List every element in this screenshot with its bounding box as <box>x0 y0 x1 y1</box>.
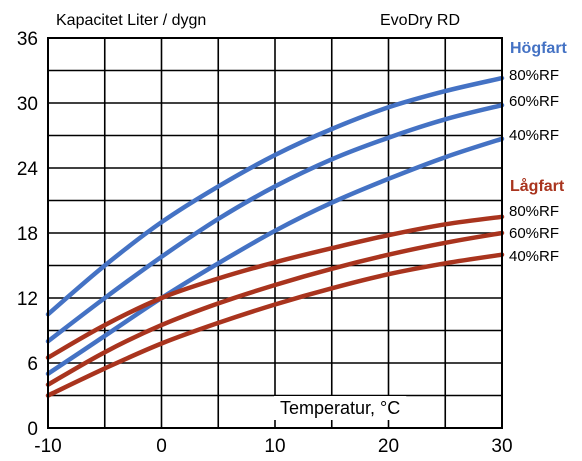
chart-subtitle: EvoDry RD <box>380 12 460 29</box>
series-line-lagfart-80pctrf <box>45 214 505 360</box>
series-line-lagfart-60pctrf <box>45 230 505 387</box>
series-lines <box>45 75 505 398</box>
legend-group-lagfart: Lågfart <box>510 177 565 195</box>
y-tick-label: 36 <box>17 29 38 50</box>
x-tick-label: -10 <box>34 436 61 457</box>
x-tick-label: 20 <box>378 436 399 457</box>
series-line-hogfart-80pctrf <box>45 75 505 317</box>
legend-entry: 40%RF <box>509 248 559 265</box>
plot-frame <box>47 37 503 429</box>
y-tick-label: 0 <box>27 419 38 440</box>
legend-entry: 80%RF <box>509 67 559 84</box>
chart-title: Kapacitet Liter / dygn <box>56 12 206 29</box>
series-line-hogfart-60pctrf <box>45 102 505 344</box>
x-tick-label: 0 <box>156 436 167 457</box>
legend: Högfart 80%RF 60%RF 40%RF Lågfart 80%RF 60%RF 4… <box>509 40 568 265</box>
legend-group-hogfart: Högfart <box>510 40 568 57</box>
y-tick-label: 24 <box>17 159 39 180</box>
legend-entry: 80%RF <box>509 203 559 220</box>
legend-entry: 60%RF <box>509 93 559 110</box>
y-tick-label: 12 <box>17 289 38 310</box>
x-axis-label: Temperatur, °C <box>280 398 400 418</box>
y-tick-label: 30 <box>17 94 38 115</box>
x-tick-label: 10 <box>264 436 285 457</box>
y-tick-label: 6 <box>27 354 38 375</box>
x-tick-label: 30 <box>491 436 512 457</box>
series-line-hogfart-40pctrf <box>45 136 505 377</box>
series-line-lagfart-40pctrf <box>45 252 505 398</box>
x-axis-label-background <box>274 396 407 420</box>
y-tick-label: 18 <box>17 224 38 245</box>
legend-entry: 40%RF <box>509 127 559 144</box>
legend-entry: 60%RF <box>509 225 559 242</box>
